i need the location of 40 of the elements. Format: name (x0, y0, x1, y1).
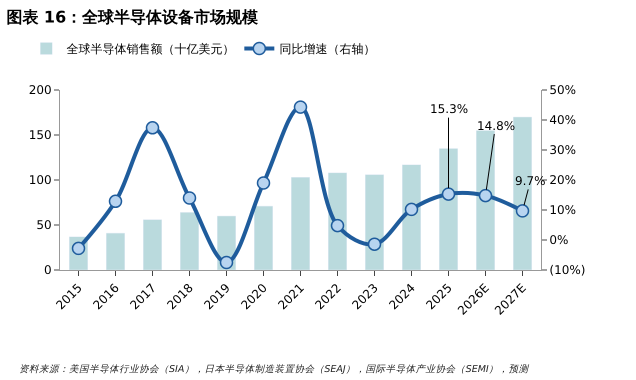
point (404, 202, 418, 216)
point (108, 194, 122, 208)
y-tick-label: 150 (28, 128, 52, 142)
data-label: 14.8% (477, 119, 516, 133)
bar (291, 177, 310, 270)
data-label: 15.3% (430, 102, 468, 116)
legend-label: 全球半导体销售额（十亿美元） (66, 42, 234, 56)
point (368, 237, 382, 251)
point (256, 176, 270, 190)
point (182, 191, 196, 205)
y-tick-label: 100 (28, 173, 52, 188)
y2-tick-label: 0% (549, 233, 568, 248)
bar (365, 174, 384, 270)
y2-tick-label: 40% (549, 113, 576, 128)
point (442, 187, 456, 201)
data-label: 9.7% (515, 174, 546, 188)
bar (402, 164, 421, 270)
y-tick-label: 200 (28, 83, 52, 98)
bar (180, 212, 199, 270)
point (146, 121, 160, 135)
y2-tick-label: 50% (549, 83, 576, 98)
y-tick-label: 50 (36, 218, 52, 232)
legend-label: 同比增速（右轴） (279, 42, 376, 56)
bar (106, 232, 125, 270)
chart-title: 图表 16：全球半导体设备市场规模 (6, 8, 258, 27)
point (220, 256, 234, 270)
point (478, 188, 492, 202)
bar (143, 219, 162, 270)
text: 资料来源：美国半导体行业协会（SIA），日本半导体制造装置协会（SEAJ），国际半导体产业协会（SEMI），预测 (19, 363, 530, 375)
y2-tick-label: 20% (549, 173, 576, 188)
bar (439, 148, 458, 270)
y-tick-label: 0 (44, 263, 52, 278)
y2-tick-label: 10% (549, 203, 576, 218)
point (330, 218, 344, 232)
bar (254, 206, 273, 270)
point (294, 100, 308, 114)
y2-tick-label: 30% (549, 143, 576, 158)
point (516, 204, 530, 218)
bar (476, 130, 495, 270)
y2-tick-label: (10%) (549, 263, 586, 278)
